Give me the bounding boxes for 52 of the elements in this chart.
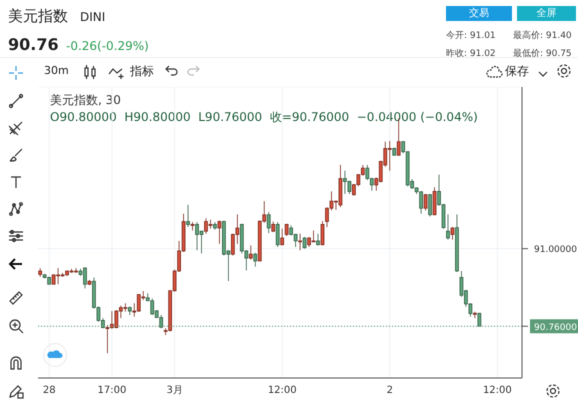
chart-title: 美元指数 [8, 7, 68, 26]
x-tick-label: 3月 [166, 385, 183, 396]
candlestick [128, 306, 132, 316]
candlestick [136, 294, 141, 312]
candlestick [392, 147, 396, 156]
text: 昨收: 91.02 [446, 48, 496, 60]
candlestick [47, 276, 52, 285]
candlestick [316, 233, 320, 246]
candlestick [88, 280, 92, 286]
candlestick [253, 252, 258, 268]
candlestick [446, 214, 450, 240]
x-tick-label: 12:00 [482, 385, 512, 396]
text: 今开: 91.01 [446, 30, 496, 42]
text: -0.26(-0.29%) [66, 39, 149, 53]
text: 最高价: 91.40 [513, 30, 572, 42]
annotation: O90.80000 H90.80000 L90.76000 收=90.76000 −0.04000 (−0.04%) [50, 109, 478, 126]
candlestick [432, 186, 436, 216]
candlestick [302, 236, 306, 250]
text: 全屏 [517, 6, 576, 21]
candlestick [276, 222, 280, 248]
candlestick [280, 228, 284, 246]
candlestick [213, 222, 217, 230]
candlestick [186, 204, 190, 228]
candlestick [455, 214, 459, 272]
text: 保存 [505, 63, 529, 80]
text: 指标 [130, 63, 154, 80]
x-tick-label: 2 [386, 385, 393, 396]
candlestick [284, 223, 289, 236]
x-tick-label: 17:00 [98, 385, 126, 396]
y-tick-label: 90.76000 [534, 322, 578, 333]
text: 交易 [446, 6, 512, 21]
x-tick-label: 12:00 [268, 385, 297, 396]
candlestick [428, 194, 432, 217]
chart-subtitle: DINI [80, 10, 106, 24]
candlestick [218, 220, 222, 244]
x-tick-label: 28 [42, 385, 56, 396]
text: 最低价: 90.75 [513, 48, 572, 60]
candlestick [450, 226, 454, 240]
candlestick [38, 268, 42, 278]
candlestick [320, 220, 324, 246]
candlestick [472, 311, 477, 319]
candlestick [388, 140, 392, 172]
candlestick [424, 194, 428, 211]
text: 90.76 [8, 35, 59, 54]
candlestick [190, 222, 194, 231]
y-tick-label: 91.00000 [534, 245, 578, 256]
text: 30m [44, 64, 69, 77]
candlestick [114, 310, 118, 329]
candlestick [266, 212, 271, 234]
candlestick [298, 233, 302, 251]
candlestick [248, 245, 253, 260]
candlestick [271, 221, 276, 233]
